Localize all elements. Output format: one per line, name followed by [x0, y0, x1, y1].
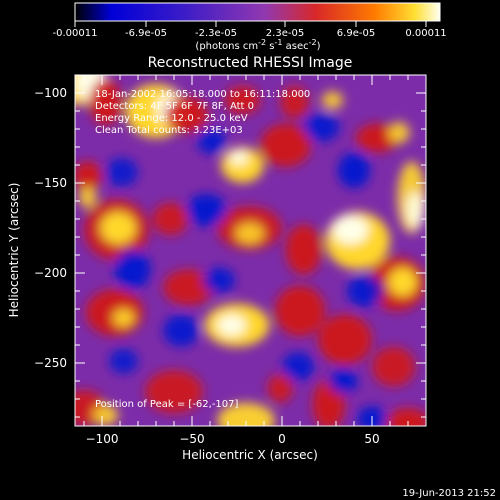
heatmap-feature: [100, 211, 137, 245]
detectors-text: Detectors: 4F 5F 6F 7F 8F, Att 0: [95, 101, 254, 112]
heatmap-feature: [406, 192, 425, 228]
heatmap-feature: [355, 123, 399, 153]
x-axis-tick-label: −50: [179, 432, 204, 446]
time-range-text: 18-Jan-2002 16:05:18.000 to 16:11:18.000: [95, 89, 310, 100]
x-axis-title: Heliocentric X (arcsec): [182, 448, 318, 462]
heatmap-feature: [346, 274, 383, 308]
heatmap-feature: [152, 202, 189, 236]
heatmap-feature: [145, 370, 203, 414]
plot-timestamp: 19-Jun-2013 21:52: [402, 488, 496, 499]
y-axis-tick-label: −250: [34, 356, 67, 370]
colorbar-tick-labels: -0.00011 -6.9e-05 -2.3e-05 2.3e-05 6.9e-05 0.…: [53, 28, 447, 39]
x-axis-tick-label: 50: [364, 432, 379, 446]
colorbar-tick-label: 0.00011: [405, 28, 446, 39]
x-axis-ticks: −100 −50 0 50: [83, 75, 409, 446]
heatmap-feature: [105, 157, 138, 187]
peak-position-text: Position of Peak = [-62,-107]: [95, 399, 239, 410]
heatmap-features: [75, 75, 426, 426]
colorbar-tick-label: -2.3e-05: [195, 28, 237, 39]
heatmap-feature: [109, 348, 138, 374]
heatmap-feature: [337, 152, 371, 189]
colorbar: -0.00011 -6.9e-05 -2.3e-05 2.3e-05 6.9e-05 0.…: [53, 2, 447, 52]
plot-frame: [74, 74, 427, 427]
heatmap-feature: [332, 215, 369, 245]
heatmap-feature: [260, 123, 311, 167]
heatmap-feature: [163, 269, 214, 306]
clean-total-counts-text: Clean Total counts: 3.23E+03: [95, 125, 243, 136]
heatmap-feature: [89, 78, 122, 126]
heatmap-feature: [235, 222, 264, 245]
heatmap-feature: [321, 91, 344, 110]
heatmap-feature: [318, 314, 372, 365]
heatmap-feature: [267, 373, 293, 403]
heatmap-feature: [303, 112, 340, 142]
heatmap-feature: [388, 121, 410, 144]
colorbar-tick-marks: [74, 21, 427, 27]
chart-title: Reconstructed RHESSI Image: [148, 55, 353, 71]
y-axis-tick-label: −100: [34, 86, 67, 100]
heatmap-feature: [217, 402, 275, 426]
heatmap-feature: [114, 249, 151, 290]
heatmap-image: [75, 75, 426, 426]
heatmap-feature: [78, 186, 97, 209]
heatmap-feature: [197, 129, 227, 155]
colorbar-tick-label: -0.00011: [53, 28, 98, 39]
colorbar-label: (photons cm-2 s-1 asec-2): [195, 38, 320, 52]
heatmap-feature: [274, 285, 326, 336]
colorbar-tick-label: -6.9e-05: [125, 28, 167, 39]
heatmap-feature: [112, 309, 135, 327]
info-block: 18-Jan-2002 16:05:18.000 to 16:11:18.000…: [95, 89, 310, 136]
heatmap-feature: [282, 352, 315, 381]
colorbar-tick-label: 2.3e-05: [266, 28, 304, 39]
heatmap-feature: [372, 346, 416, 387]
heatmap-feature: [85, 289, 144, 336]
heatmap-feature: [186, 193, 227, 227]
heatmap-feature: [224, 85, 261, 115]
x-axis-tick-label: 0: [278, 432, 286, 446]
heatmap-feature: [217, 314, 247, 337]
heatmap-feature: [386, 408, 426, 426]
heatmap-feature: [165, 96, 209, 133]
heatmap-feature: [388, 267, 417, 297]
colorbar-gradient: [74, 2, 441, 22]
energy-range-text: Energy Range: 12.0 - 25.0 keV: [95, 113, 248, 124]
x-axis-tick-label: −100: [86, 432, 119, 446]
colorbar-tick-label: 6.9e-05: [337, 28, 375, 39]
heatmap-feature: [163, 314, 200, 347]
heatmap-feature: [93, 404, 119, 426]
heatmap-feature: [328, 368, 358, 394]
y-axis-title: Heliocentric Y (arcsec): [7, 183, 21, 318]
y-axis-tick-label: −150: [34, 176, 67, 190]
heatmap-feature: [229, 150, 248, 165]
heatmap-feature: [202, 267, 236, 293]
y-axis-tick-label: −200: [34, 266, 67, 280]
y-axis-ticks: −100 −150 −200 −250: [34, 74, 426, 418]
heatmap-feature: [280, 85, 309, 119]
heatmap-feature: [285, 224, 322, 275]
heatmap-feature: [75, 161, 102, 191]
